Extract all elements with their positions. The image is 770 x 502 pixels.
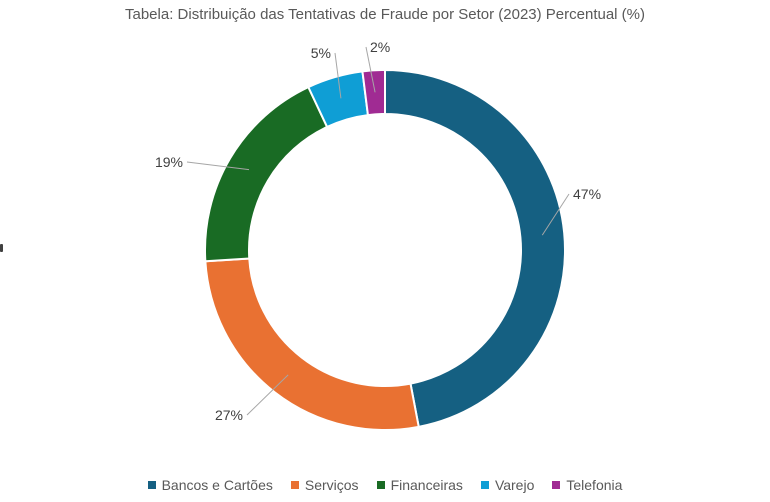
- legend-swatch: [552, 481, 561, 489]
- legend-label: Telefonia: [566, 477, 623, 493]
- legend-item: Varejo: [480, 477, 535, 493]
- edge-mark: [0, 244, 3, 252]
- legend-swatch: [480, 481, 489, 489]
- data-label: 19%: [155, 154, 183, 170]
- data-label: 5%: [311, 45, 331, 61]
- leader-lines-group: [186, 46, 570, 416]
- data-labels-group: 47% 27% 19% 5% 2%: [155, 39, 601, 423]
- leader-line: [541, 193, 570, 236]
- legend-label: Financeiras: [390, 477, 463, 493]
- legend-label: Serviços: [304, 477, 359, 493]
- slices-group: [204, 68, 566, 431]
- slice-telefonia: [361, 68, 386, 117]
- legend-item: Financeiras: [376, 477, 463, 493]
- slice-bancos-e-cart-es: [384, 68, 566, 428]
- legend: Bancos e Cartões Serviços Financeiras Varej…: [0, 477, 770, 493]
- data-label: 27%: [215, 407, 243, 423]
- legend-item: Serviços: [290, 477, 359, 493]
- leader-line: [186, 161, 250, 171]
- slice-servi-os: [204, 257, 420, 431]
- slice-financeiras: [204, 85, 329, 263]
- legend-label: Varejo: [494, 477, 535, 493]
- chart-title: Tabela: Distribuição das Tentativas de F…: [125, 6, 645, 23]
- legend-label: Bancos e Cartões: [161, 477, 273, 493]
- legend-swatch: [290, 481, 299, 489]
- data-label: 2%: [370, 39, 390, 55]
- legend-item: Bancos e Cartões: [147, 477, 273, 493]
- legend-swatch: [376, 481, 385, 489]
- legend-swatch: [147, 481, 156, 489]
- data-label: 47%: [573, 186, 601, 202]
- leader-line: [246, 374, 289, 416]
- leader-line: [365, 46, 376, 93]
- legend-item: Telefonia: [552, 477, 622, 493]
- leader-line: [334, 52, 342, 99]
